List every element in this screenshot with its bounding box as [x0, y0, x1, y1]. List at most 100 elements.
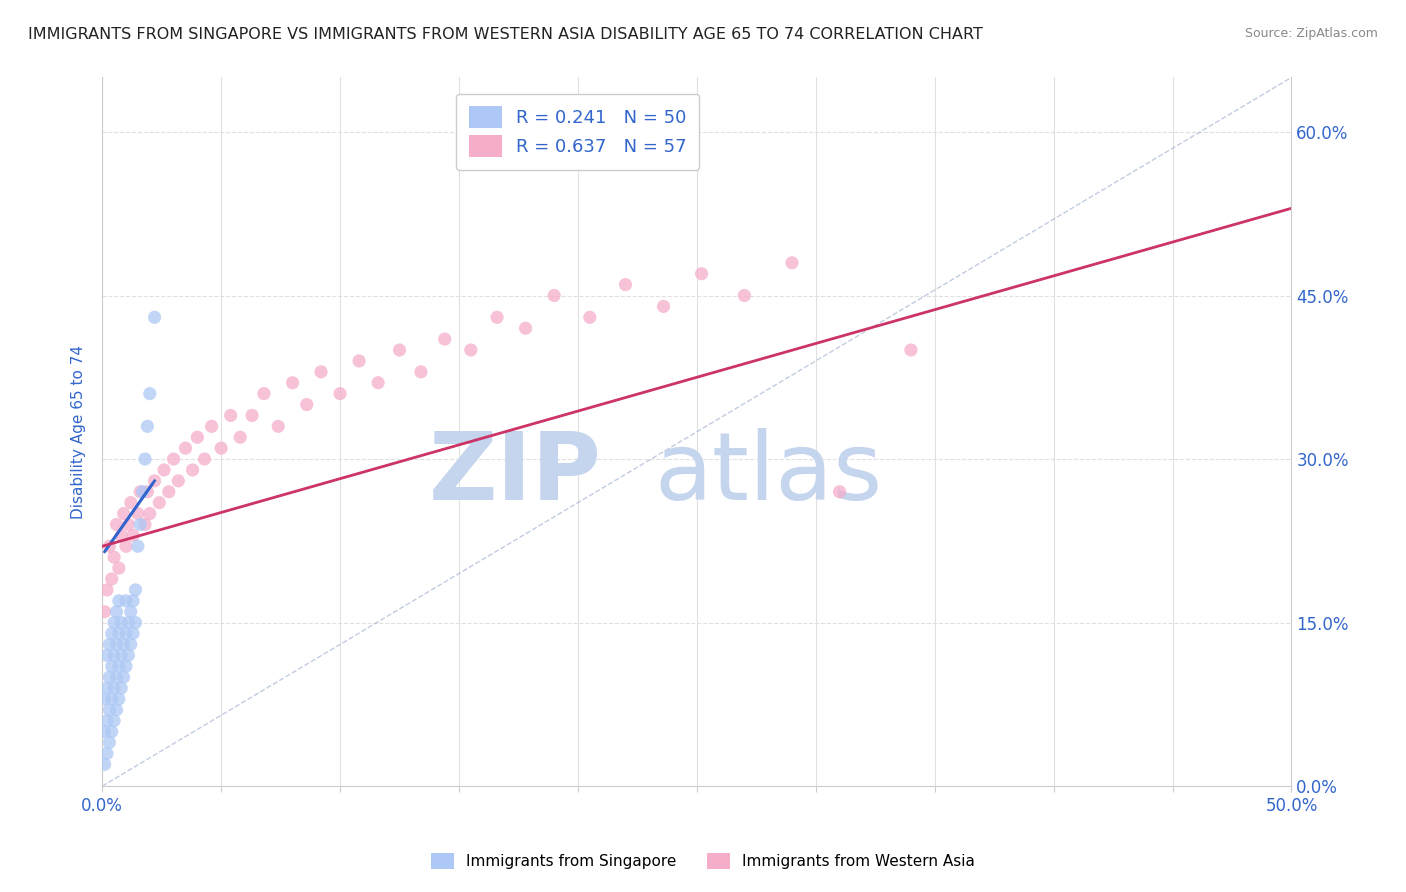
Point [486, 310, 509, 325]
Point [295, 398, 318, 412]
Point [733, 288, 755, 302]
Point [134, 517, 156, 532]
Point [100, 724, 122, 739]
Point [100, 659, 122, 673]
Legend: R = 0.241   N = 50, R = 0.637   N = 57: R = 0.241 N = 50, R = 0.637 N = 57 [457, 94, 699, 170]
Point [108, 594, 131, 608]
Point [139, 386, 162, 401]
Point [93, 757, 115, 772]
Point [93, 724, 115, 739]
Point [240, 409, 263, 423]
Text: IMMIGRANTS FROM SINGAPORE VS IMMIGRANTS FROM WESTERN ASIA DISABILITY AGE 65 TO 7: IMMIGRANTS FROM SINGAPORE VS IMMIGRANTS … [28, 27, 983, 42]
Point [309, 365, 332, 379]
Point [167, 474, 190, 488]
Point [267, 419, 290, 434]
Legend: Immigrants from Singapore, Immigrants from Western Asia: Immigrants from Singapore, Immigrants fr… [425, 847, 981, 875]
Text: Source: ZipAtlas.com: Source: ZipAtlas.com [1244, 27, 1378, 40]
Point [120, 637, 142, 651]
Point [900, 343, 922, 357]
Point [100, 692, 122, 706]
Point [117, 517, 139, 532]
Point [93, 692, 115, 706]
Point [105, 517, 128, 532]
Point [157, 484, 180, 499]
Point [614, 277, 637, 292]
Point [98, 670, 121, 684]
Point [578, 310, 600, 325]
Point [281, 376, 304, 390]
Point [122, 594, 145, 608]
Point [115, 539, 138, 553]
Point [193, 452, 215, 467]
Point [134, 452, 156, 467]
Point [108, 626, 131, 640]
Point [124, 582, 146, 597]
Y-axis label: Disability Age 65 to 74: Disability Age 65 to 74 [72, 345, 86, 519]
Point [112, 670, 135, 684]
Point [108, 659, 131, 673]
Point [780, 256, 803, 270]
Point [105, 637, 128, 651]
Point [110, 681, 132, 695]
Point [120, 605, 142, 619]
Point [115, 659, 138, 673]
Point [103, 714, 125, 728]
Point [96, 582, 118, 597]
Point [162, 452, 184, 467]
Point [219, 409, 242, 423]
Point [96, 747, 118, 761]
Point [229, 430, 252, 444]
Point [103, 648, 125, 663]
Point [153, 463, 176, 477]
Text: atlas: atlas [654, 428, 883, 520]
Point [136, 419, 159, 434]
Point [367, 376, 389, 390]
Point [117, 615, 139, 630]
Point [108, 692, 131, 706]
Point [100, 572, 122, 586]
Point [108, 561, 131, 575]
Point [112, 507, 135, 521]
Point [186, 430, 208, 444]
Point [690, 267, 713, 281]
Point [105, 605, 128, 619]
Point [515, 321, 537, 335]
Point [129, 517, 152, 532]
Point [110, 615, 132, 630]
Point [253, 386, 276, 401]
Point [433, 332, 456, 346]
Text: ZIP: ZIP [429, 428, 602, 520]
Point [543, 288, 565, 302]
Point [98, 735, 121, 749]
Point [329, 386, 352, 401]
Point [115, 626, 138, 640]
Point [127, 507, 149, 521]
Point [347, 354, 370, 368]
Point [96, 714, 118, 728]
Point [105, 703, 128, 717]
Point [388, 343, 411, 357]
Point [98, 539, 121, 553]
Point [209, 441, 232, 455]
Point [129, 484, 152, 499]
Point [201, 419, 224, 434]
Point [112, 637, 135, 651]
Point [120, 496, 142, 510]
Point [93, 605, 115, 619]
Point [148, 496, 170, 510]
Point [139, 507, 162, 521]
Point [124, 615, 146, 630]
Point [100, 626, 122, 640]
Point [98, 703, 121, 717]
Point [103, 615, 125, 630]
Point [122, 528, 145, 542]
Point [98, 637, 121, 651]
Point [460, 343, 482, 357]
Point [105, 670, 128, 684]
Point [96, 681, 118, 695]
Point [103, 681, 125, 695]
Point [96, 648, 118, 663]
Point [117, 648, 139, 663]
Point [409, 365, 432, 379]
Point [828, 484, 851, 499]
